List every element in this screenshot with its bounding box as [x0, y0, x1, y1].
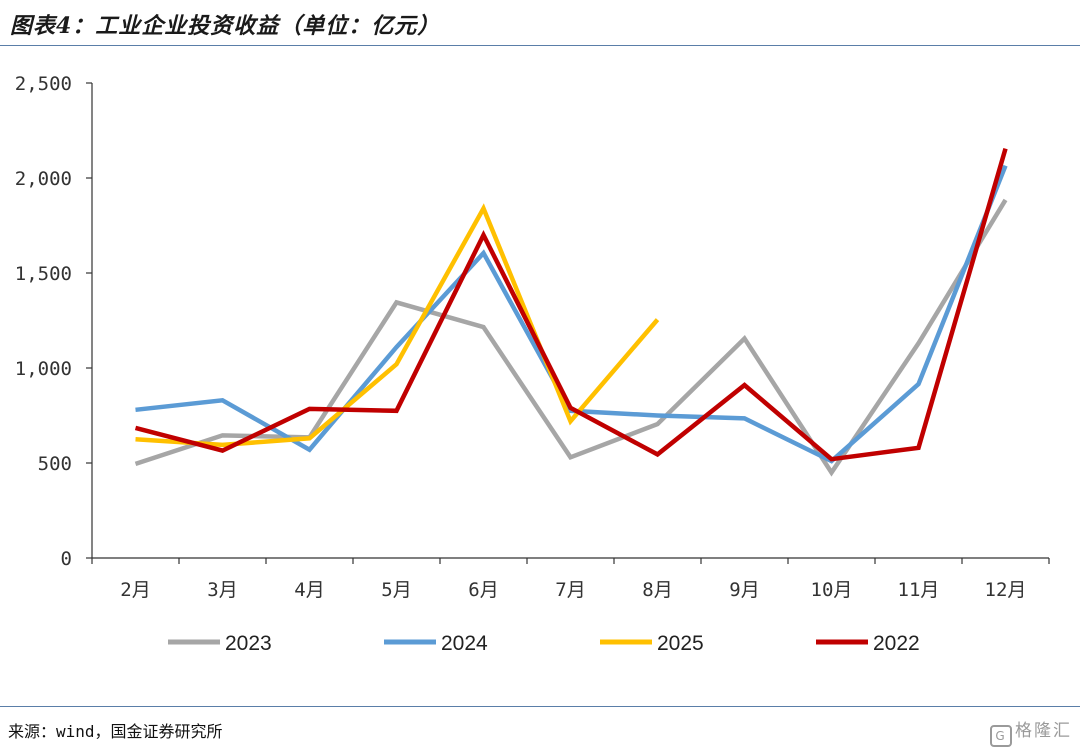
y-tick-label: 0: [61, 548, 72, 570]
axes: 0 500 1,000 1,500 2,000 2,500 2月 3月 4月 5月 6月 7月 8月 9月…: [15, 73, 1050, 601]
figure-title: 图表4：工业企业投资收益（单位：亿元）: [10, 13, 441, 39]
x-tick-label: 12月: [985, 579, 1027, 601]
line-chart: 0 500 1,000 1,500 2,000 2,500 2月 3月 4月 5月 6月 7月 8月 9月…: [15, 73, 1050, 655]
y-tick-label: 500: [38, 453, 72, 475]
series-line-2024: [135, 164, 1008, 464]
bottom-rule: [0, 706, 1080, 707]
top-rule: [0, 45, 1080, 46]
legend: 2023 2024 2025 2022: [168, 632, 920, 655]
x-tick-label: 6月: [468, 579, 498, 601]
series-line-2022: [134, 147, 1008, 462]
x-tick-label: 11月: [898, 579, 940, 601]
legend-label-2023: 2023: [225, 632, 272, 655]
series-line-2023: [134, 198, 1008, 477]
y-tick-label: 1,500: [15, 263, 72, 285]
source-note: 来源：wind，国金证券研究所: [8, 722, 223, 741]
y-tick-label: 2,000: [15, 168, 72, 190]
figure-header: 图表4：工业企业投资收益（单位：亿元）: [0, 0, 1080, 46]
series-lines: [134, 147, 1008, 477]
series-line-2025: [135, 203, 660, 448]
legend-label-2025: 2025: [657, 632, 704, 655]
x-tick-label: 10月: [811, 579, 853, 601]
y-tick-label: 1,000: [15, 358, 72, 380]
watermark-text: 格隆汇: [1015, 721, 1072, 741]
x-tick-label: 9月: [729, 579, 759, 601]
x-tick-label: 3月: [207, 579, 237, 601]
watermark-logo-icon: G: [990, 725, 1012, 747]
x-tick-label: 4月: [294, 579, 324, 601]
x-tick-label: 2月: [120, 579, 150, 601]
legend-label-2022: 2022: [873, 632, 920, 655]
x-tick-label: 5月: [381, 579, 411, 601]
y-tick-label: 2,500: [15, 73, 72, 95]
legend-label-2024: 2024: [441, 632, 488, 655]
watermark: G 格隆汇: [990, 716, 1072, 747]
x-tick-label: 7月: [555, 579, 585, 601]
x-tick-label: 8月: [642, 579, 672, 601]
